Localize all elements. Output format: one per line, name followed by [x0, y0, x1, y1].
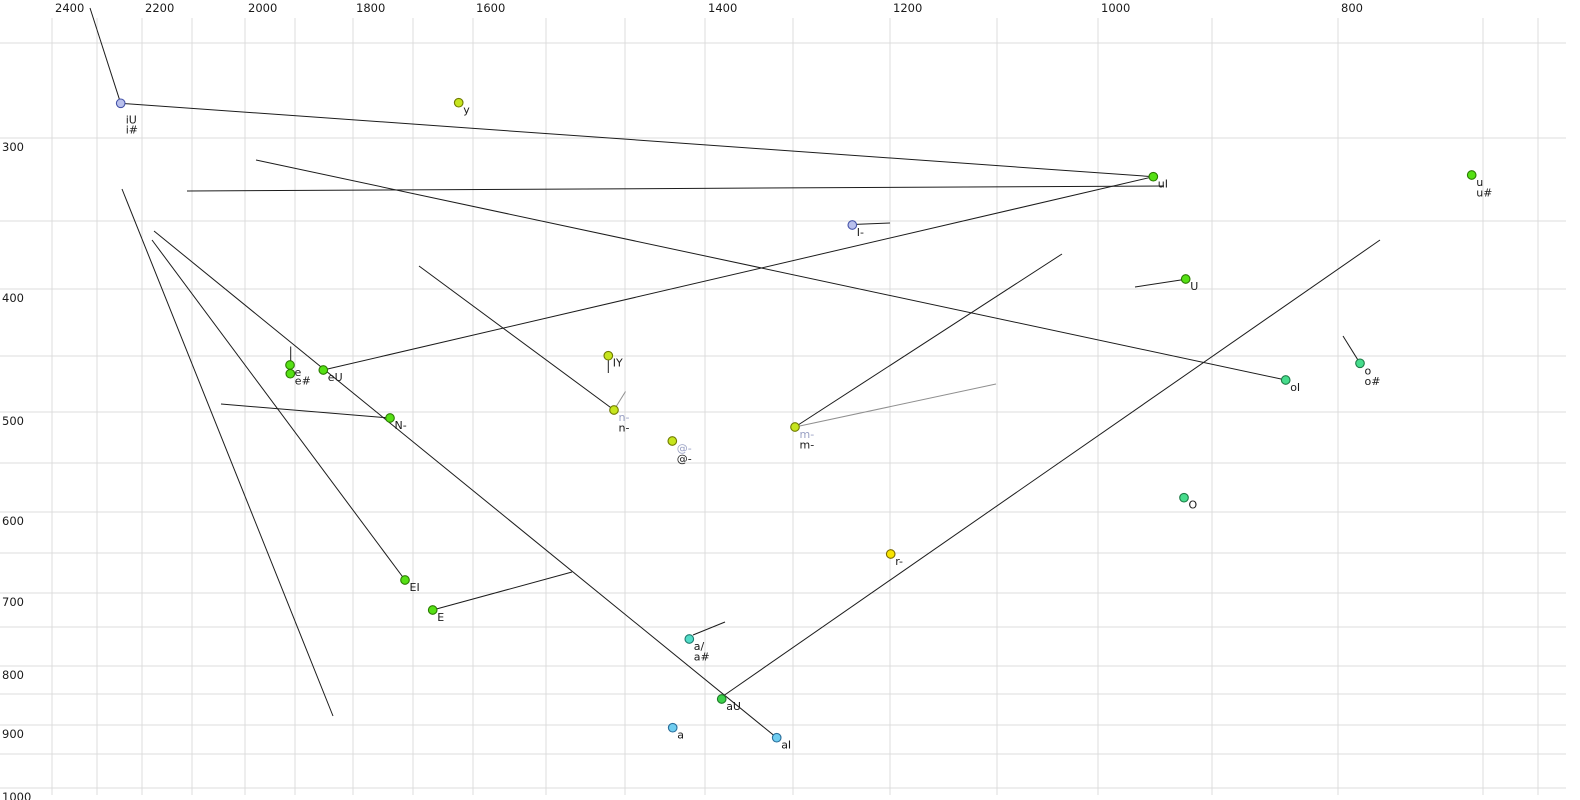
- data-point-e: [285, 360, 295, 370]
- point-label-iU: iU: [126, 113, 137, 126]
- trajectory-line: [1342, 335, 1361, 364]
- y-axis-tick-label: 800: [2, 668, 24, 682]
- x-axis-tick-label: 2400: [55, 1, 84, 15]
- data-point-r-: [885, 549, 896, 559]
- data-point-a: [667, 722, 678, 733]
- point-label-O: O: [1189, 499, 1198, 512]
- trajectory-line: [255, 159, 1286, 381]
- point-label-@-: @-: [677, 442, 692, 455]
- y-axis-tick-label: 400: [2, 291, 24, 305]
- trajectory-line: [89, 7, 122, 104]
- point-label-o: o: [1365, 364, 1372, 377]
- x-axis-tick-label: 2200: [145, 1, 174, 15]
- trajectory-line-gray: [794, 383, 997, 428]
- point-label-y: y: [463, 104, 470, 117]
- trajectory-line: [852, 222, 891, 225]
- point-label-U: U: [1190, 280, 1198, 293]
- point-label-E: E: [437, 611, 444, 624]
- point-labels: iUi# y uI uu# I- Uee# eU IY n-n- @-@- m-m- N- EI EoI o…: [126, 104, 1493, 752]
- data-point-iU: [115, 98, 126, 109]
- y-axis-tick-label: 900: [2, 727, 24, 741]
- data-point-IY: [603, 350, 614, 361]
- point-label-@--secondary: @-: [677, 453, 692, 466]
- data-point-n-: [609, 405, 619, 415]
- point-label-e#: e#: [295, 375, 311, 388]
- point-label-EI: EI: [410, 581, 420, 594]
- trajectory-line: [418, 265, 615, 411]
- data-point-m-: [790, 422, 800, 432]
- point-label-oI: oI: [1290, 381, 1300, 394]
- data-point-aU: [716, 694, 727, 704]
- point-label-n--secondary: n-: [619, 422, 630, 435]
- x-axis-tick-label: 1400: [708, 1, 737, 15]
- point-label-u: u: [1476, 176, 1483, 189]
- data-point-O: [1179, 492, 1189, 503]
- point-label-aU: aU: [726, 700, 741, 713]
- x-axis-tick-label: 2000: [248, 1, 277, 15]
- trajectory-line: [120, 102, 1154, 178]
- trajectory-line: [692, 621, 726, 636]
- data-point-e#: [285, 368, 296, 379]
- data-points: [115, 97, 1477, 743]
- data-point-N-: [385, 413, 395, 423]
- point-label-IY: IY: [613, 357, 623, 370]
- data-point-EI: [400, 575, 410, 585]
- x-axis-tick-label: 800: [1341, 1, 1363, 15]
- point-label-m--secondary: m-: [800, 439, 815, 452]
- data-point-I-: [847, 220, 858, 230]
- data-point-aI: [771, 732, 782, 743]
- point-label-N-: N-: [395, 419, 407, 432]
- x-axis-tick-label: 1600: [476, 1, 505, 15]
- data-point-@-: [667, 436, 678, 446]
- point-label-a/: a/: [694, 640, 705, 653]
- data-point-a/: [684, 634, 695, 644]
- data-point-oI: [1280, 375, 1291, 385]
- point-label-uI: uI: [1158, 178, 1168, 191]
- point-label-r-: r-: [895, 555, 903, 568]
- data-point-eU: [318, 365, 329, 375]
- trajectory-line: [323, 176, 1154, 371]
- trajectory-lines: [89, 7, 1381, 739]
- point-label-iU-secondary: i#: [126, 123, 138, 136]
- point-label-m-: m-: [800, 428, 815, 441]
- data-point-u: [1466, 170, 1477, 180]
- point-label-u-secondary: u#: [1476, 187, 1492, 200]
- y-axis-tick-label: 300: [2, 140, 24, 154]
- grid: [0, 18, 1566, 795]
- point-label-n-: n-: [619, 411, 630, 424]
- point-label-e: e: [295, 366, 302, 379]
- y-axis-tick-label: 700: [2, 595, 24, 609]
- y-axis-tick-label: 600: [2, 514, 24, 528]
- trajectory-line: [1134, 278, 1186, 288]
- data-point-U: [1180, 274, 1191, 284]
- point-label-eU: eU: [328, 371, 343, 384]
- trajectory-line: [186, 185, 1165, 192]
- trajectory-line: [121, 188, 334, 717]
- x-axis-tick-label: 1000: [1101, 1, 1130, 15]
- trajectory-line: [794, 253, 1063, 428]
- point-label-aI: aI: [781, 739, 791, 752]
- trajectory-line: [151, 239, 406, 581]
- y-axis-tick-label: 500: [2, 414, 24, 428]
- trajectory-line: [220, 403, 391, 419]
- data-point-uI: [1148, 171, 1159, 182]
- axis-labels: 2400 2200 2000 1800 1600 1400 1200 1000 800 300 40…: [2, 1, 1363, 800]
- y-axis-tick-label: 1000: [2, 790, 31, 800]
- data-point-y: [453, 97, 464, 108]
- trajectory-line: [153, 230, 778, 739]
- point-label-o-secondary: o#: [1365, 375, 1381, 388]
- point-label-I-: I-: [857, 226, 864, 239]
- point-label-a: a: [677, 729, 684, 742]
- data-point-E: [427, 605, 438, 615]
- point-label-a/-secondary: a#: [694, 651, 710, 664]
- trajectory-line: [721, 239, 1381, 698]
- data-point-o: [1355, 358, 1365, 369]
- x-axis-tick-label: 1200: [893, 1, 922, 15]
- x-axis-tick-label: 1800: [356, 1, 385, 15]
- trajectory-line: [432, 571, 573, 611]
